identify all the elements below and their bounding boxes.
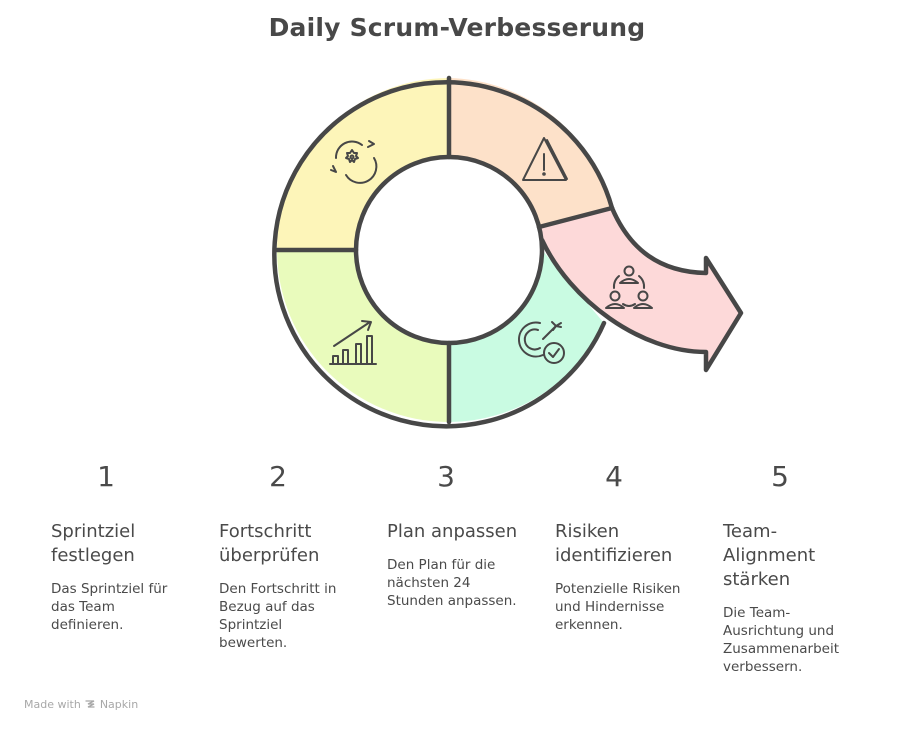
napkin-brand-label: Napkin bbox=[99, 698, 139, 711]
growth-chart-icon bbox=[329, 320, 377, 365]
made-with-label: Made with bbox=[24, 698, 81, 711]
step-number: 5 bbox=[771, 460, 789, 493]
napkin-logo-icon bbox=[85, 700, 95, 708]
step-number: 4 bbox=[605, 460, 623, 493]
step-description: Die Team-Ausrichtung und Zusammenarbeit … bbox=[723, 605, 840, 675]
diagram-title: Daily Scrum-Verbesserung bbox=[268, 13, 646, 42]
step-heading: Plan anpassen bbox=[387, 521, 518, 542]
warning-triangle-icon bbox=[522, 137, 568, 181]
segment-3-plan bbox=[449, 250, 604, 422]
step-heading: Sprintziel festlegen bbox=[51, 521, 136, 566]
step-heading: Risiken identifizieren bbox=[555, 521, 673, 566]
step-number: 3 bbox=[437, 460, 455, 493]
segment-4-risiken bbox=[449, 78, 612, 227]
step-description: Potenzielle Risiken und Hindernisse erke… bbox=[555, 581, 681, 633]
step-description: Den Plan für die nächsten 24 Stunden anp… bbox=[387, 557, 517, 609]
step-description: Das Sprintziel für das Team definieren. bbox=[51, 581, 168, 633]
cycle-diagram bbox=[272, 75, 744, 429]
segment-1-sprintziel bbox=[277, 78, 449, 250]
step-number: 1 bbox=[97, 460, 115, 493]
gear-cycle-icon bbox=[330, 140, 378, 184]
step-heading: Team-Alignment stärken bbox=[723, 521, 816, 590]
segment-5-team-arrow bbox=[539, 208, 741, 370]
step-description: Den Fortschritt in Bezug auf das Sprintz… bbox=[219, 581, 337, 651]
team-network-icon bbox=[605, 265, 653, 309]
step-number: 2 bbox=[269, 460, 287, 493]
target-check-icon bbox=[517, 321, 565, 364]
step-heading: Fortschritt überprüfen bbox=[219, 521, 320, 566]
segment-2-fortschritt bbox=[277, 250, 449, 422]
napkin-watermark: Made with Napkin bbox=[24, 698, 138, 711]
